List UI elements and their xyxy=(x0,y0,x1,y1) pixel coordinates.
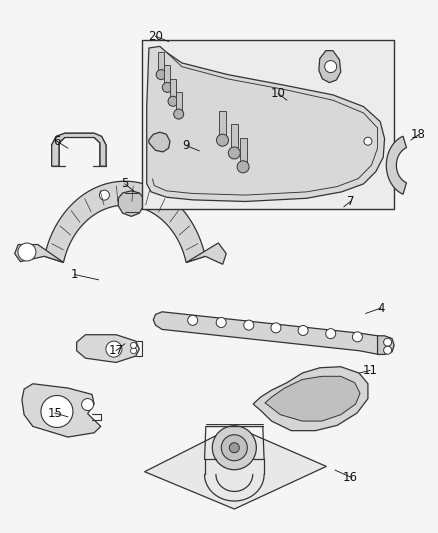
Circle shape xyxy=(212,426,256,470)
Text: 20: 20 xyxy=(148,30,163,43)
Circle shape xyxy=(162,83,172,92)
Polygon shape xyxy=(219,111,226,136)
Circle shape xyxy=(41,395,73,427)
Polygon shape xyxy=(186,243,226,264)
Polygon shape xyxy=(253,367,368,431)
Circle shape xyxy=(106,341,122,357)
Circle shape xyxy=(216,318,226,327)
Polygon shape xyxy=(378,336,394,354)
Circle shape xyxy=(18,243,36,261)
Text: 1: 1 xyxy=(71,268,78,281)
Polygon shape xyxy=(145,426,326,509)
Text: 4: 4 xyxy=(377,302,385,314)
Circle shape xyxy=(271,323,281,333)
Polygon shape xyxy=(118,191,144,216)
Polygon shape xyxy=(149,132,170,152)
Polygon shape xyxy=(44,181,205,262)
Text: 17: 17 xyxy=(109,344,124,357)
Polygon shape xyxy=(164,65,170,84)
Polygon shape xyxy=(22,384,101,437)
Circle shape xyxy=(131,342,137,349)
Circle shape xyxy=(131,348,137,354)
Text: 10: 10 xyxy=(271,87,286,100)
Circle shape xyxy=(298,326,308,335)
Polygon shape xyxy=(158,52,164,71)
Text: 7: 7 xyxy=(346,195,354,208)
Text: 16: 16 xyxy=(343,471,358,483)
Polygon shape xyxy=(147,46,385,201)
Circle shape xyxy=(384,338,392,346)
Circle shape xyxy=(384,346,392,354)
Polygon shape xyxy=(176,92,182,110)
Circle shape xyxy=(81,399,94,410)
Polygon shape xyxy=(386,136,406,195)
Text: 18: 18 xyxy=(411,128,426,141)
Text: 5: 5 xyxy=(121,177,128,190)
Polygon shape xyxy=(14,245,64,262)
Polygon shape xyxy=(52,133,106,166)
Polygon shape xyxy=(265,376,360,421)
Circle shape xyxy=(228,147,240,159)
Circle shape xyxy=(188,316,198,325)
Text: 6: 6 xyxy=(53,135,61,148)
Circle shape xyxy=(353,332,362,342)
Circle shape xyxy=(174,109,184,119)
Circle shape xyxy=(216,134,229,146)
Circle shape xyxy=(156,70,166,79)
Polygon shape xyxy=(240,138,247,163)
Circle shape xyxy=(326,329,336,338)
Circle shape xyxy=(244,320,254,330)
Polygon shape xyxy=(142,40,394,209)
Polygon shape xyxy=(319,51,341,83)
Polygon shape xyxy=(153,312,386,354)
Circle shape xyxy=(325,61,337,72)
Polygon shape xyxy=(170,79,176,98)
Text: 9: 9 xyxy=(182,139,190,152)
Circle shape xyxy=(230,443,239,453)
Text: 15: 15 xyxy=(47,407,62,419)
Circle shape xyxy=(221,435,247,461)
Polygon shape xyxy=(231,124,238,149)
Text: 11: 11 xyxy=(363,364,378,377)
Circle shape xyxy=(364,137,372,146)
Circle shape xyxy=(168,96,178,106)
Polygon shape xyxy=(77,335,139,362)
Circle shape xyxy=(237,161,249,173)
Circle shape xyxy=(99,190,110,200)
